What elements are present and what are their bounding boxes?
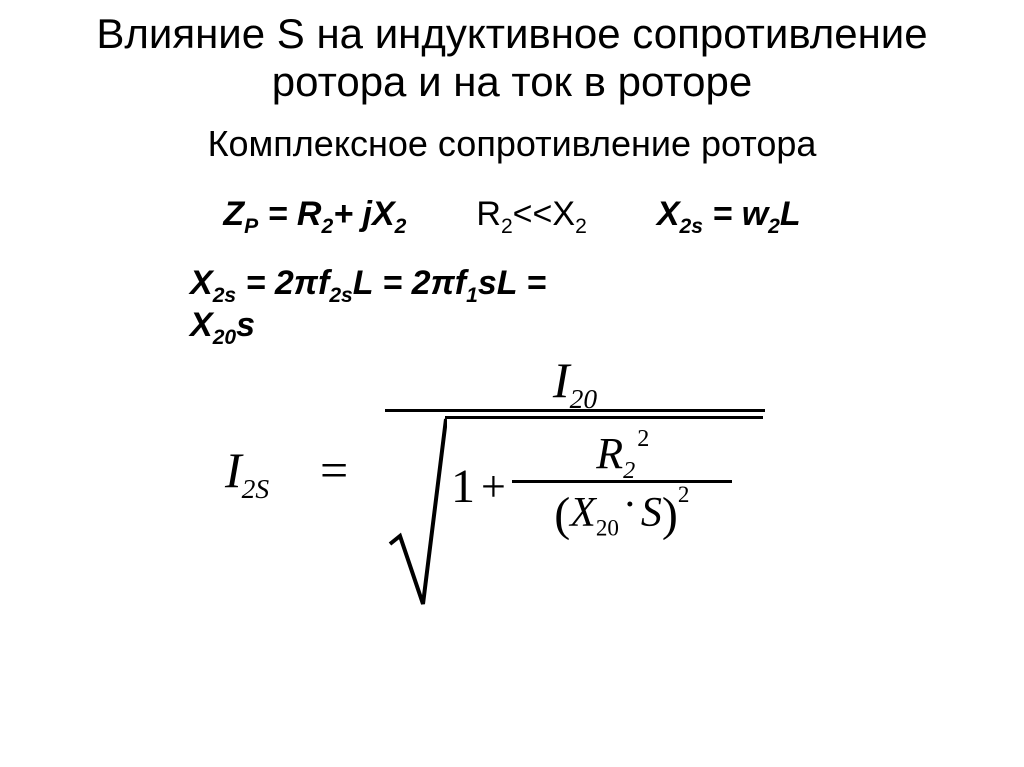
inner-fraction: R22 (X20·S)2 [512,432,732,542]
eq-sym: X [372,195,395,233]
outer-numerator: I20 [385,355,765,409]
eq-sym: S [641,490,662,536]
eq-text: = 2πf [236,264,329,302]
eq-sym: Z [223,195,244,233]
eq-sub: 2s [680,214,703,237]
eq-zp: ZP = R2+ jX2 [223,195,406,234]
eq-sup: 2 [678,481,690,507]
eq-sub: 1 [466,283,478,306]
eq-sym: X [570,490,596,536]
eq-r-less-x: R2<<X2 [476,195,586,234]
inner-numerator: R22 [512,432,732,480]
eq-sup: 2 [637,425,649,452]
plus: + [481,461,506,512]
eq-sub: P [244,214,258,237]
eq-sym: R [596,429,623,478]
eq-plus: + j [333,195,372,233]
outer-denominator: 1 + R22 (X20·S)2 [385,412,765,612]
eq-sub: 2 [768,214,780,237]
formula-equals: = [320,441,348,499]
equation-row-1: ZP = R2+ jX2 R2<<X2 X2s = w2L [0,195,1024,234]
eq-sub: 2 [623,456,635,483]
formula-lhs: I2S [225,441,269,499]
eq-sym: I [225,442,242,498]
radical-icon [387,416,447,606]
eq-sub: 2 [501,214,513,237]
eq-sub: 20 [596,514,619,540]
equation-row-2: X2s = 2πf2sL = 2πf1sL = X20s [190,262,1024,347]
radical-vinculum [445,416,763,419]
eq-sym: R [297,195,322,233]
eq-sym: X [190,306,213,344]
radicand: 1 + R22 (X20·S)2 [451,432,761,542]
inner-denominator: (X20·S)2 [512,483,732,542]
eq-sym: X [657,195,680,233]
eq-sub: 2 [321,214,333,237]
eq-sub: 2s [329,283,352,306]
eq-sub: 2s [213,283,236,306]
eq-sym: L [780,195,801,233]
eq-eq: = [703,195,742,233]
eq-text: s [236,306,255,344]
eq-sub: 20 [213,326,236,349]
eq-sym: w [742,195,768,233]
eq-rel: << [513,195,553,233]
lparen: ( [554,488,570,541]
rparen: ) [662,488,678,541]
slide-subtitle: Комплексное сопротивление ротора [0,123,1024,165]
outer-fraction: I20 1 + R22 (X20·S) [385,355,765,612]
slide-title: Влияние S на индуктивное сопротивление р… [40,10,984,107]
eq-text: sL = [478,264,546,302]
eq-text: L = 2πf [353,264,466,302]
eq-sub: 20 [570,383,598,414]
main-formula: I2S = I20 1 + R22 [225,355,785,635]
eq-sym: R [476,195,501,233]
slide: Влияние S на индуктивное сопротивление р… [0,0,1024,767]
one: 1 [451,459,475,514]
eq-sub: 2 [575,214,587,237]
dot: · [619,482,641,528]
eq-sym: X [552,195,575,233]
eq-sym: X [190,264,213,302]
eq-x2s-w2l: X2s = w2L [657,195,801,234]
eq-sub: 2S [242,473,270,504]
eq-sub: 2 [395,214,407,237]
eq-sym: I [553,352,570,408]
eq-eq: = [258,195,297,233]
